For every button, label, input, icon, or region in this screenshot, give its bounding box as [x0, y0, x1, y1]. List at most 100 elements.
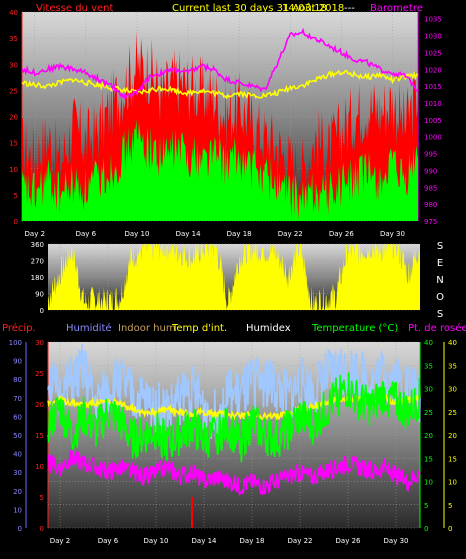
day-tick-label: Day 2	[50, 537, 71, 545]
compass-letter: N	[436, 275, 443, 286]
day-tick-label: Day 14	[176, 230, 202, 238]
direction-tick-label: 360	[31, 241, 44, 249]
humidity-tick-label: 70	[13, 395, 22, 403]
day-tick-label: Day 18	[227, 230, 252, 238]
time-overlay: 14:03:18	[282, 3, 327, 14]
baro-tick-label: 980	[424, 201, 437, 209]
wind-avg-area	[22, 119, 418, 221]
wind-tick-label: 30	[9, 61, 18, 69]
direction-series	[48, 244, 420, 310]
precip-label: Précip.	[2, 322, 36, 334]
wind-tick-label: 25	[9, 87, 18, 95]
temp-tick-label: 5	[424, 502, 428, 510]
direction-tick-label: 90	[35, 291, 44, 299]
compass-letter: E	[437, 258, 443, 269]
humidity-tick-label: 10	[13, 506, 22, 514]
humidex-label: Humidex	[246, 323, 291, 334]
baro-tick-label: 995	[424, 151, 437, 159]
humidity-tick-label: 0	[18, 525, 22, 533]
wind-tick-label: 35	[9, 35, 18, 43]
humidity-tick-label: 50	[13, 432, 22, 440]
direction-tick-label: 180	[31, 274, 44, 282]
temp2-tick-label: 40	[448, 339, 457, 347]
temp2-tick-label: 30	[448, 386, 457, 394]
day-tick-label: Day 30	[380, 230, 405, 238]
humidity-tick-label: 30	[13, 469, 22, 477]
temp-tick-label: 15	[424, 455, 433, 463]
humidity-tick-label: 90	[13, 358, 22, 366]
baro-tick-label: 1015	[424, 83, 442, 91]
wind-speed-ticks: 0 5 10 15 20 25 30 35 40	[9, 9, 18, 226]
baro-ticks: 975 980 985 990 995 1000 1005 1010 1015 1020 1025 1…	[424, 16, 442, 226]
temp2-tick-label: 20	[448, 432, 457, 440]
header-separator: ---	[344, 3, 355, 14]
wind-tick-label: 10	[9, 166, 18, 174]
temp2-tick-label: 5	[448, 502, 452, 510]
baro-tick-label: 1030	[424, 33, 442, 41]
direction-area	[48, 244, 420, 310]
direction-tick-label: 0	[40, 307, 44, 315]
temp2-tick-label: 0	[448, 525, 452, 533]
temp-tick-label: 40	[424, 339, 433, 347]
top-x-ticks: Day 2 Day 6 Day 10 Day 14 Day 18 Day 22 Day 26…	[25, 230, 405, 238]
temp-tick-label: 10	[424, 479, 433, 487]
baro-tick-label: 990	[424, 167, 437, 175]
day-tick-label: Day 14	[192, 537, 218, 545]
day-tick-label: Day 6	[76, 230, 97, 238]
temp2-tick-label: 10	[448, 479, 457, 487]
temp-tick-label: 30	[424, 386, 433, 394]
temp_int-line	[21, 69, 419, 100]
lower-ticks: 0102030405060708090100051015202530051015…	[9, 339, 457, 533]
day-tick-label: Day 18	[240, 537, 265, 545]
direction-ticks: 0 90 180 270 360	[31, 241, 44, 315]
wind-tick-label: 15	[9, 140, 18, 148]
day-tick-label: Day 22	[278, 230, 303, 238]
temperature-line	[47, 372, 421, 463]
baro-tick-label: 975	[424, 218, 437, 226]
baro-tick-label: 1010	[424, 100, 442, 108]
rain-tick-label: 20	[35, 401, 44, 409]
day-tick-label: Day 26	[336, 537, 362, 545]
rain-tick-label: 5	[40, 494, 44, 502]
baro-line	[21, 27, 419, 101]
wind-tick-label: 40	[9, 9, 18, 17]
rain-tick-label: 30	[35, 339, 44, 347]
temp-tick-label: 20	[424, 432, 433, 440]
baro-tick-label: 985	[424, 184, 437, 192]
wind-tick-label: 0	[14, 218, 18, 226]
baro-tick-label: 1035	[424, 16, 442, 24]
humidity-label: Humidité	[66, 322, 112, 334]
wind-speed-label: Vitesse du vent	[36, 3, 113, 14]
humidity-tick-label: 80	[13, 376, 22, 384]
temp2-tick-label: 25	[448, 409, 457, 417]
rain-tick-label: 25	[35, 370, 44, 378]
day-tick-label: Day 6	[98, 537, 119, 545]
rain-bar	[191, 497, 193, 528]
compass-letter: S	[437, 241, 443, 252]
period-title: Current last 30 days 31 Août 2018	[172, 2, 344, 14]
rain-tick-label: 0	[40, 525, 44, 533]
wind-tick-label: 5	[14, 192, 18, 200]
compass-letter: O	[436, 292, 444, 303]
compass-letter: S	[437, 309, 443, 320]
barometer-label: Barometre	[370, 3, 423, 14]
humidity-tick-label: 60	[13, 413, 22, 421]
lower-x-ticks: Day 2 Day 6 Day 10 Day 14 Day 18 Day 22 Day 26…	[50, 537, 409, 545]
temp2-tick-label: 15	[448, 455, 457, 463]
temp-tick-label: 0	[424, 525, 428, 533]
temp-tick-label: 25	[424, 409, 433, 417]
day-tick-label: Day 10	[144, 537, 169, 545]
direction-tick-label: 270	[31, 258, 44, 266]
temp-int-label: Temp d'int.	[171, 323, 227, 334]
wind-tick-label: 20	[9, 114, 18, 122]
temp2-tick-label: 35	[448, 362, 457, 370]
day-tick-label: Day 30	[384, 537, 409, 545]
temperature-label: Temperature (°C)	[311, 323, 398, 334]
day-tick-label: Day 26	[329, 230, 355, 238]
humidity-tick-label: 100	[9, 339, 22, 347]
humidity-tick-label: 40	[13, 451, 22, 459]
lower-series	[47, 344, 421, 528]
